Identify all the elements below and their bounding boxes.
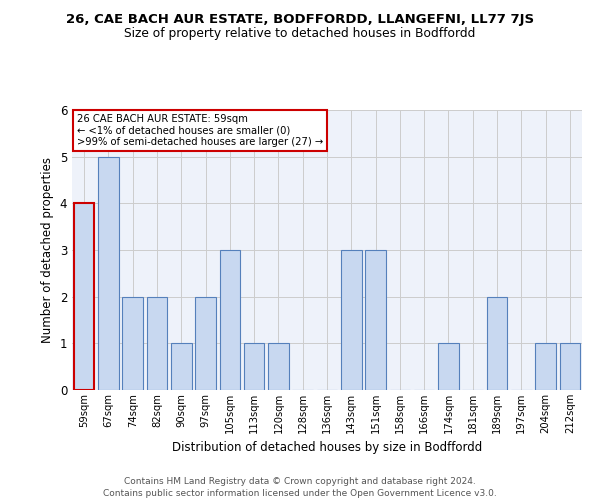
Bar: [74, 204, 94, 390]
X-axis label: Distribution of detached houses by size in Bodffordd: Distribution of detached houses by size …: [172, 442, 482, 454]
Bar: [171, 344, 191, 390]
Bar: [195, 296, 216, 390]
Bar: [535, 344, 556, 390]
Bar: [268, 344, 289, 390]
Bar: [487, 296, 508, 390]
Bar: [220, 250, 240, 390]
Bar: [122, 296, 143, 390]
Text: Contains public sector information licensed under the Open Government Licence v3: Contains public sector information licen…: [103, 489, 497, 498]
Text: 26 CAE BACH AUR ESTATE: 59sqm
← <1% of detached houses are smaller (0)
>99% of s: 26 CAE BACH AUR ESTATE: 59sqm ← <1% of d…: [77, 114, 323, 148]
Bar: [365, 250, 386, 390]
Bar: [244, 344, 265, 390]
Y-axis label: Number of detached properties: Number of detached properties: [41, 157, 54, 343]
Bar: [98, 156, 119, 390]
Bar: [341, 250, 362, 390]
Bar: [146, 296, 167, 390]
Bar: [560, 344, 580, 390]
Text: 26, CAE BACH AUR ESTATE, BODFFORDD, LLANGEFNI, LL77 7JS: 26, CAE BACH AUR ESTATE, BODFFORDD, LLAN…: [66, 12, 534, 26]
Text: Size of property relative to detached houses in Bodffordd: Size of property relative to detached ho…: [124, 28, 476, 40]
Text: Contains HM Land Registry data © Crown copyright and database right 2024.: Contains HM Land Registry data © Crown c…: [124, 478, 476, 486]
Bar: [438, 344, 459, 390]
